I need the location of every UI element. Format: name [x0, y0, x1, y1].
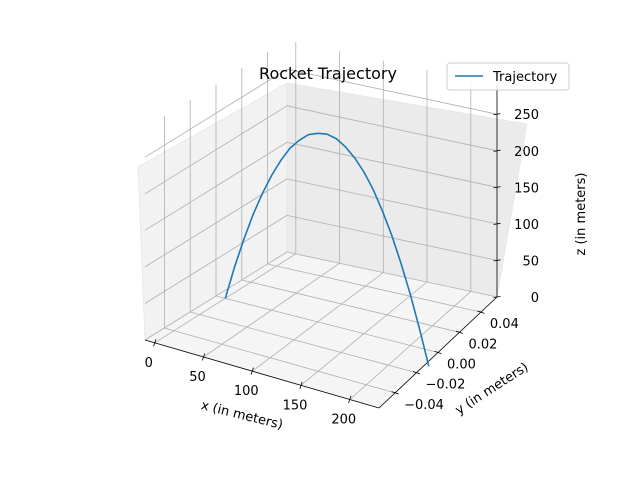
grid-line-z-right [286, 251, 498, 298]
y-tick-label: 0.00 [447, 358, 476, 373]
tick-marks [153, 113, 501, 404]
y-tick [455, 330, 464, 334]
z-tick [493, 296, 501, 298]
z-tick-label: 0 [531, 291, 539, 306]
grid-line-z-right [286, 105, 498, 152]
z-tick-label: 200 [514, 145, 539, 160]
legend-label-trajectory: Trajectory [492, 70, 557, 85]
y-tick [434, 350, 442, 355]
z-tick [493, 259, 501, 262]
x-tick-label: 100 [234, 384, 259, 399]
grid-line-y-floor [241, 279, 460, 333]
z-tick [493, 149, 501, 152]
z-tick-label: 50 [522, 254, 539, 269]
z-axis-label: z (in meters) [574, 173, 589, 256]
series-line-trajectory [224, 132, 430, 367]
grid-line-y-floor [267, 263, 481, 313]
grid-line-z-right [286, 141, 498, 188]
grid-line-y-floor [164, 327, 396, 394]
x-tick [348, 395, 352, 404]
grid-line-y-floor [190, 311, 417, 374]
grid-line-y-floor [215, 295, 439, 353]
z-tick-label: 100 [514, 218, 539, 233]
y-tick [391, 391, 399, 395]
z-tick-label: 250 [514, 108, 539, 123]
x-tick [299, 381, 303, 389]
chart-title: Rocket Trajectory [259, 64, 397, 83]
legend: Trajectory [446, 62, 570, 91]
grid-line-z-left [144, 178, 288, 268]
grid-line-z-right [286, 68, 498, 115]
x-tick-label: 50 [189, 370, 206, 385]
z-tick-label: 150 [514, 181, 539, 196]
x-axis-line [144, 339, 380, 409]
x-tick [201, 353, 206, 361]
tick-labels: 0 50 100 150 200 −0.04 −0.02 0.00 0.02 0.04 0 50 100… [145, 108, 539, 427]
x-tick [250, 367, 254, 375]
x-tick-label: 200 [331, 413, 356, 428]
legend-box [446, 62, 570, 91]
grid-line-z-left [144, 215, 288, 304]
y-tick [412, 371, 421, 375]
x-tick-label: 150 [283, 398, 308, 413]
x-tick [153, 339, 157, 347]
y-tick [477, 310, 485, 314]
grid-line-z-right [286, 178, 498, 225]
z-tick [493, 222, 501, 225]
grid-line-z-left [144, 105, 288, 195]
x-axis-label: x (in meters) [199, 398, 284, 433]
z-tick [493, 186, 501, 189]
y-tick-label: 0.02 [469, 337, 498, 352]
y-tick-label: 0.04 [490, 317, 519, 332]
x-tick-label: 0 [145, 356, 153, 371]
grid-line-z-left [144, 68, 288, 158]
y-tick-label: −0.02 [426, 378, 466, 393]
y-tick-label: −0.04 [404, 398, 444, 413]
grid-line-z-left [144, 141, 288, 231]
z-tick [493, 113, 501, 116]
grid-line-z-left [144, 251, 288, 341]
